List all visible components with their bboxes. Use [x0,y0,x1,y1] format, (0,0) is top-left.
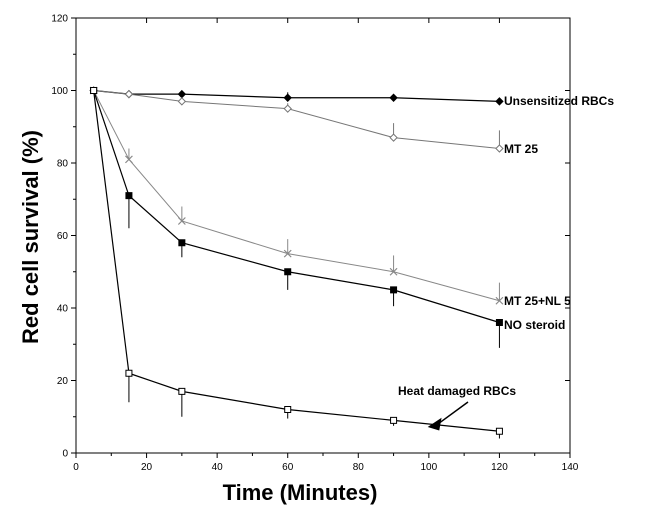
data-point [178,387,186,395]
data-point [495,319,503,326]
annotation-arrow-line [436,401,469,426]
y-axis-title: Red cell survival (%) [18,130,43,344]
y-tick-label: 120 [51,14,68,25]
x-tick-label: 140 [562,462,579,473]
series-labels: Unsensitized RBCs MT 25 MT 25+NL 5 NO stero… [398,94,614,398]
data-point-stroke [495,296,504,305]
x-tick-label: 120 [491,462,508,473]
data-point [389,93,398,102]
data-point [177,89,187,99]
data-point [495,427,503,435]
data-point [495,97,504,106]
data-point [284,268,292,276]
data-point [284,406,292,413]
series-label: Unsensitized RBCs [504,94,614,108]
data-point-stroke [177,217,186,225]
data-point [283,249,292,258]
y-tick-label: 20 [57,376,69,387]
data-point [390,286,398,294]
data-point [495,144,504,153]
x-axis-title: Time (Minutes) [223,480,378,505]
series-line [93,89,500,102]
x-tick-label: 80 [353,462,365,473]
data-point [125,155,133,164]
data-point [390,416,398,424]
x-tick-label: 40 [212,462,224,473]
annotations [427,401,469,431]
series-line [93,90,500,324]
series-label: MT 25 [504,142,538,156]
y-tick-label: 40 [57,304,69,315]
x-tick-label: 60 [282,462,294,473]
series-lines [93,89,500,432]
x-tick-label: 100 [421,462,438,473]
data-point-stroke [125,155,133,164]
series-label: Heat damaged RBCs [398,384,516,398]
data-point [283,104,292,113]
series-label: MT 25+NL 5 [504,294,571,308]
data-point [178,239,186,247]
x-tick-label: 20 [141,462,153,473]
data-point-stroke [389,267,398,276]
series-markers [89,86,504,435]
data-point [177,97,187,106]
y-tick-label: 60 [57,231,69,242]
data-point [389,133,398,142]
annotation-arrow-head [427,417,442,431]
y-tick-label: 0 [62,449,68,460]
data-point [283,93,292,102]
data-point [124,89,134,99]
data-point-stroke [283,249,292,258]
y-tick-label: 100 [51,86,68,97]
data-point [177,217,186,225]
y-tick-label: 80 [57,159,69,170]
series-label: NO steroid [504,318,565,332]
x-tick-label: 0 [73,462,79,473]
axes: 0 20 40 60 80 100 120 140 0 20 40 60 80 100 120 [51,14,578,474]
data-point [90,87,98,94]
data-point [125,369,133,377]
data-point [125,192,133,200]
data-point [389,267,398,276]
series-line [93,90,500,149]
series-line [93,90,500,432]
data-point [495,296,504,305]
series-line [93,90,500,302]
